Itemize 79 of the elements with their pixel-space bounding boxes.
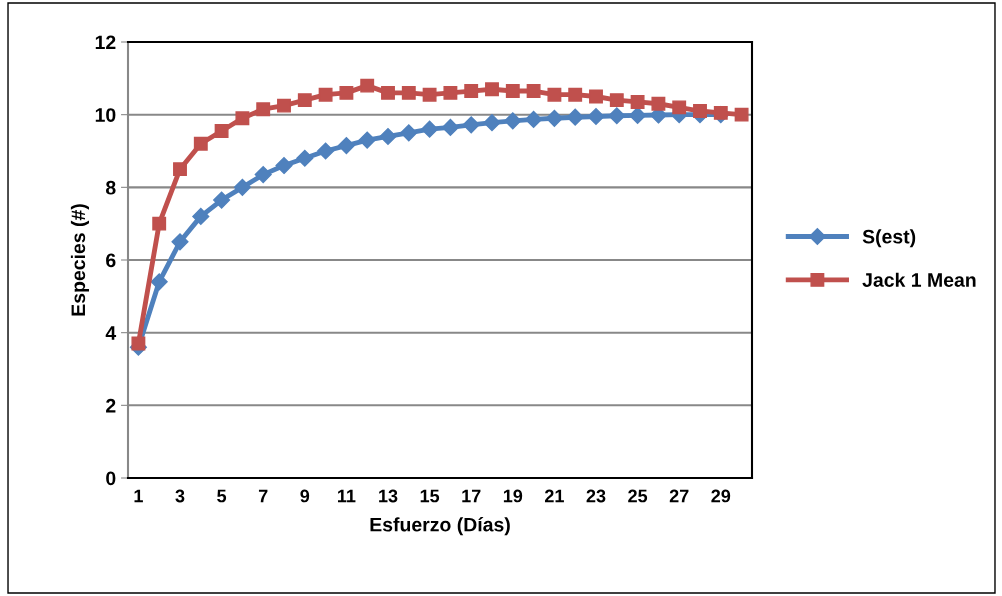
point — [192, 207, 210, 225]
point — [422, 87, 437, 102]
point — [672, 100, 687, 115]
point — [485, 82, 499, 97]
point — [547, 87, 562, 102]
point — [256, 102, 271, 117]
point — [401, 85, 416, 100]
x-tick-label: 29 — [711, 489, 731, 503]
point — [317, 142, 335, 160]
point — [693, 104, 707, 118]
y-tick-label: 2 — [106, 398, 116, 413]
point — [297, 93, 312, 108]
x-tick-label: 13 — [379, 489, 398, 503]
x-tick-label: 17 — [462, 489, 481, 503]
point — [651, 96, 666, 111]
point — [150, 273, 168, 291]
point — [566, 108, 584, 126]
point — [504, 112, 522, 130]
point — [213, 191, 231, 209]
point — [337, 136, 355, 155]
point — [589, 89, 603, 104]
y-axis-title: Especies (#) — [70, 204, 90, 316]
point — [505, 84, 520, 98]
point — [275, 156, 293, 175]
point — [443, 85, 458, 100]
point — [734, 107, 749, 122]
point — [358, 131, 376, 149]
point — [525, 110, 543, 128]
x-tick-label: 3 — [175, 489, 185, 503]
point — [609, 93, 624, 108]
y-tick-label: 6 — [106, 253, 116, 268]
y-tick-label: 8 — [106, 180, 116, 195]
point — [421, 120, 439, 138]
point — [587, 107, 605, 126]
y-tick-label: 4 — [105, 326, 117, 340]
point — [152, 216, 167, 231]
point — [713, 105, 728, 120]
y-tick-label: 0 — [106, 471, 116, 486]
point — [379, 127, 397, 146]
legend-label: S(est) — [862, 229, 916, 248]
point — [608, 107, 626, 125]
x-tick-label: 27 — [669, 489, 689, 503]
x-tick-label: 9 — [300, 489, 310, 503]
x-tick-label: 19 — [503, 489, 523, 503]
y-tick-label: 12 — [95, 35, 116, 50]
point — [339, 85, 354, 100]
point — [173, 162, 187, 177]
legend-label: Jack 1 Mean — [862, 272, 976, 287]
point — [462, 116, 480, 134]
point — [630, 95, 645, 109]
point — [318, 87, 333, 102]
point — [214, 124, 229, 138]
point — [526, 84, 541, 98]
point — [568, 87, 583, 102]
point — [171, 233, 189, 251]
y-tick-label: 10 — [95, 108, 116, 122]
x-tick-label: 11 — [337, 489, 356, 503]
x-tick-label: 5 — [217, 489, 227, 503]
point — [381, 85, 395, 100]
x-tick-label: 23 — [586, 489, 606, 503]
point — [254, 166, 272, 184]
point — [464, 84, 479, 98]
point — [131, 336, 146, 351]
x-axis-title: Esfuerzo (Días) — [370, 517, 510, 536]
x-tick-label: 1 — [134, 489, 143, 503]
point — [235, 111, 250, 126]
point — [400, 124, 418, 142]
point — [545, 109, 563, 127]
point — [277, 98, 291, 113]
point — [483, 114, 501, 132]
x-tick-label: 7 — [258, 489, 268, 503]
point — [193, 136, 208, 151]
x-tick-label: 21 — [544, 489, 564, 503]
point — [360, 78, 375, 93]
x-tick-label: 25 — [628, 489, 648, 503]
point — [441, 118, 459, 136]
point — [233, 178, 251, 196]
x-tick-label: 15 — [420, 489, 440, 503]
point — [296, 149, 314, 167]
